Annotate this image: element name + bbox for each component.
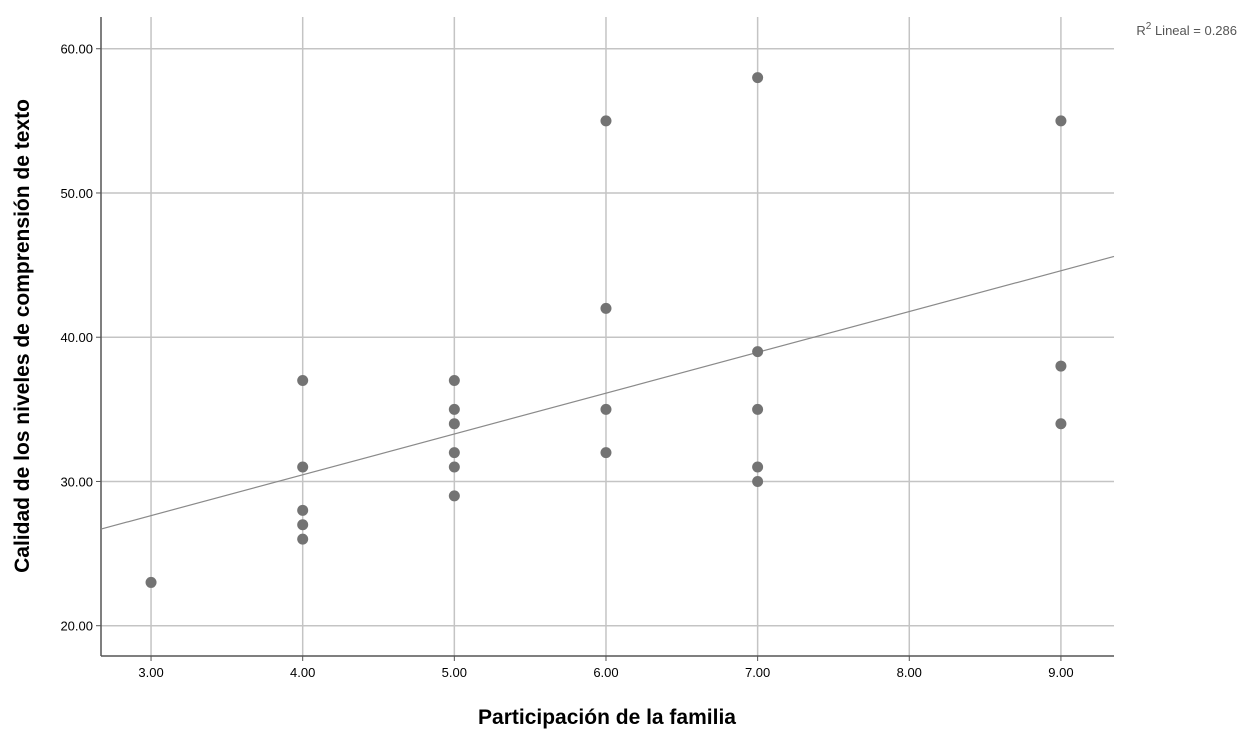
point-layer: [145, 72, 1067, 588]
data-point: [297, 461, 309, 473]
data-point: [600, 302, 612, 314]
data-point: [752, 403, 764, 415]
data-point: [448, 418, 460, 430]
x-tick-label: 3.00: [138, 665, 163, 680]
data-point: [297, 374, 309, 386]
x-axis-title: Participación de la familia: [478, 706, 736, 729]
data-point: [752, 346, 764, 358]
data-point: [145, 576, 157, 588]
axis-layer: [100, 17, 1114, 657]
x-tick-label: 7.00: [745, 665, 770, 680]
data-point: [752, 72, 764, 84]
r2-annotation: R2 Lineal = 0.286: [1136, 21, 1237, 38]
x-tick-label: 4.00: [290, 665, 315, 680]
data-point: [1055, 418, 1067, 430]
y-axis-title: Calidad de los niveles de comprensión de…: [11, 99, 34, 573]
data-point: [752, 461, 764, 473]
y-tick-label: 20.00: [60, 619, 93, 634]
data-point: [1055, 115, 1067, 127]
y-tick-label: 40.00: [60, 330, 93, 345]
data-point: [448, 447, 460, 459]
data-point: [600, 115, 612, 127]
data-point: [297, 519, 309, 531]
x-tick-label: 8.00: [897, 665, 922, 680]
data-point: [297, 533, 309, 545]
y-tick-label: 60.00: [60, 42, 93, 57]
y-tick-label: 50.00: [60, 186, 93, 201]
data-point: [600, 403, 612, 415]
data-point: [297, 504, 309, 516]
x-tick-label: 9.00: [1048, 665, 1073, 680]
data-point: [448, 490, 460, 502]
grid-layer: [101, 17, 1114, 656]
fit-line-layer: [100, 255, 1115, 530]
tick-label-layer: 3.00 4.00 5.00 6.00 7.00 8.00 9.00 20.00 30.00 40…: [60, 42, 1073, 680]
x-tick-label: 5.00: [442, 665, 467, 680]
data-point: [448, 374, 460, 386]
data-point: [752, 475, 764, 487]
data-point: [448, 403, 460, 415]
data-point: [448, 461, 460, 473]
data-point: [600, 447, 612, 459]
x-tick-label: 6.00: [593, 665, 618, 680]
data-point: [1055, 360, 1067, 372]
y-tick-label: 30.00: [60, 474, 93, 489]
linear-fit-line: [100, 255, 1115, 530]
